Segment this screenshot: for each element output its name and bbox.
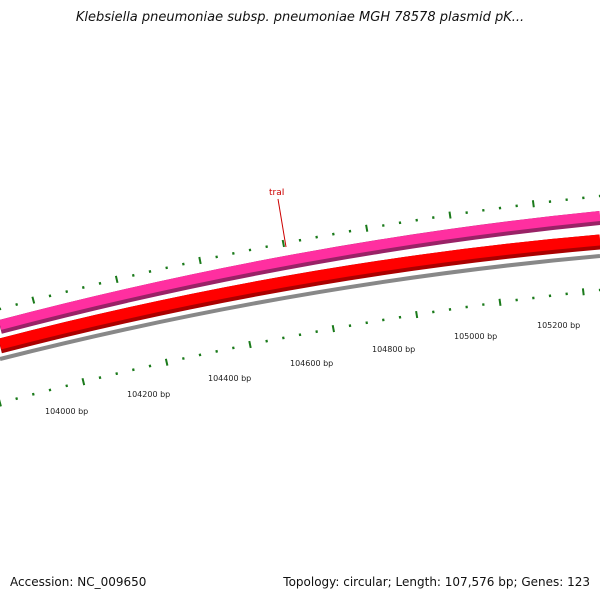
outer-major-tick	[448, 211, 452, 219]
outer-minor-tick	[215, 255, 218, 259]
outer-major-tick	[114, 275, 119, 284]
inner-major-tick	[331, 325, 335, 333]
outer-minor-tick	[182, 262, 185, 266]
map-title: Klebsiella pneumoniae subsp. pneumoniae …	[75, 10, 525, 25]
outer-minor-tick	[232, 251, 235, 255]
inner-minor-tick	[15, 397, 19, 401]
outer-minor-tick	[165, 266, 168, 270]
inner-minor-tick	[198, 353, 202, 357]
tick-label: 104600 bp	[290, 359, 333, 368]
tick-label: 104800 bp	[372, 345, 415, 354]
tick-label: 104200 bp	[127, 390, 170, 399]
outer-minor-tick	[131, 273, 135, 277]
inner-major-tick	[581, 288, 585, 296]
inner-minor-tick	[282, 336, 285, 340]
inner-minor-tick	[98, 376, 102, 380]
forward-gene-track	[0, 211, 600, 330]
outer-minor-tick	[98, 281, 102, 285]
inner-minor-tick	[182, 357, 185, 360]
inner-major-tick	[248, 340, 252, 349]
inner-minor-tick	[31, 392, 35, 396]
inner-minor-tick	[315, 330, 318, 334]
tick-label: 105000 bp	[454, 332, 497, 341]
forward-gene-track-shadow	[0, 211, 600, 334]
outer-minor-tick	[148, 270, 152, 274]
inner-major-tick	[415, 310, 419, 319]
inner-minor-tick	[215, 349, 218, 353]
inner-minor-tick	[265, 339, 268, 343]
inner-minor-tick	[148, 364, 152, 368]
backbone-circle	[0, 254, 600, 361]
reverse-gene-track	[0, 234, 600, 350]
gene-label-leader	[277, 198, 287, 248]
outer-minor-tick	[315, 235, 318, 239]
tick-label: 105200 bp	[537, 321, 580, 330]
outer-minor-tick	[48, 294, 52, 298]
outer-minor-tick	[81, 285, 85, 289]
tick-label: 104400 bp	[208, 374, 251, 383]
inner-minor-tick	[115, 372, 119, 376]
inner-minor-tick	[132, 368, 135, 372]
inner-major-tick	[498, 298, 502, 306]
inner-major-tick	[81, 378, 86, 386]
accession-text: Accession: NC_009650	[10, 575, 147, 589]
outer-major-tick	[531, 200, 535, 208]
inner-major-tick	[164, 358, 169, 366]
summary-text: Topology: circular; Length: 107,576 bp; …	[283, 575, 590, 589]
outer-minor-tick	[65, 290, 69, 294]
outer-major-tick	[281, 239, 285, 248]
inner-minor-tick	[48, 388, 52, 392]
position-tick-labels: 104000 bp 104200 bp 104400 bp 104600 bp 1048…	[45, 321, 580, 416]
outer-major-tick	[31, 296, 36, 304]
outer-major-tick	[365, 224, 369, 232]
inner-minor-tick	[65, 384, 69, 388]
tick-label: 104000 bp	[45, 407, 88, 416]
outer-minor-tick	[332, 232, 335, 236]
gene-label: traI	[269, 188, 284, 198]
inner-minor-tick	[232, 346, 235, 350]
outer-minor-tick	[265, 245, 268, 249]
inner-major-tick	[0, 399, 2, 407]
gene-label-group: traI	[269, 188, 287, 248]
outer-tick-track	[0, 194, 600, 311]
outer-minor-tick	[15, 302, 19, 307]
outer-major-tick	[198, 256, 202, 265]
